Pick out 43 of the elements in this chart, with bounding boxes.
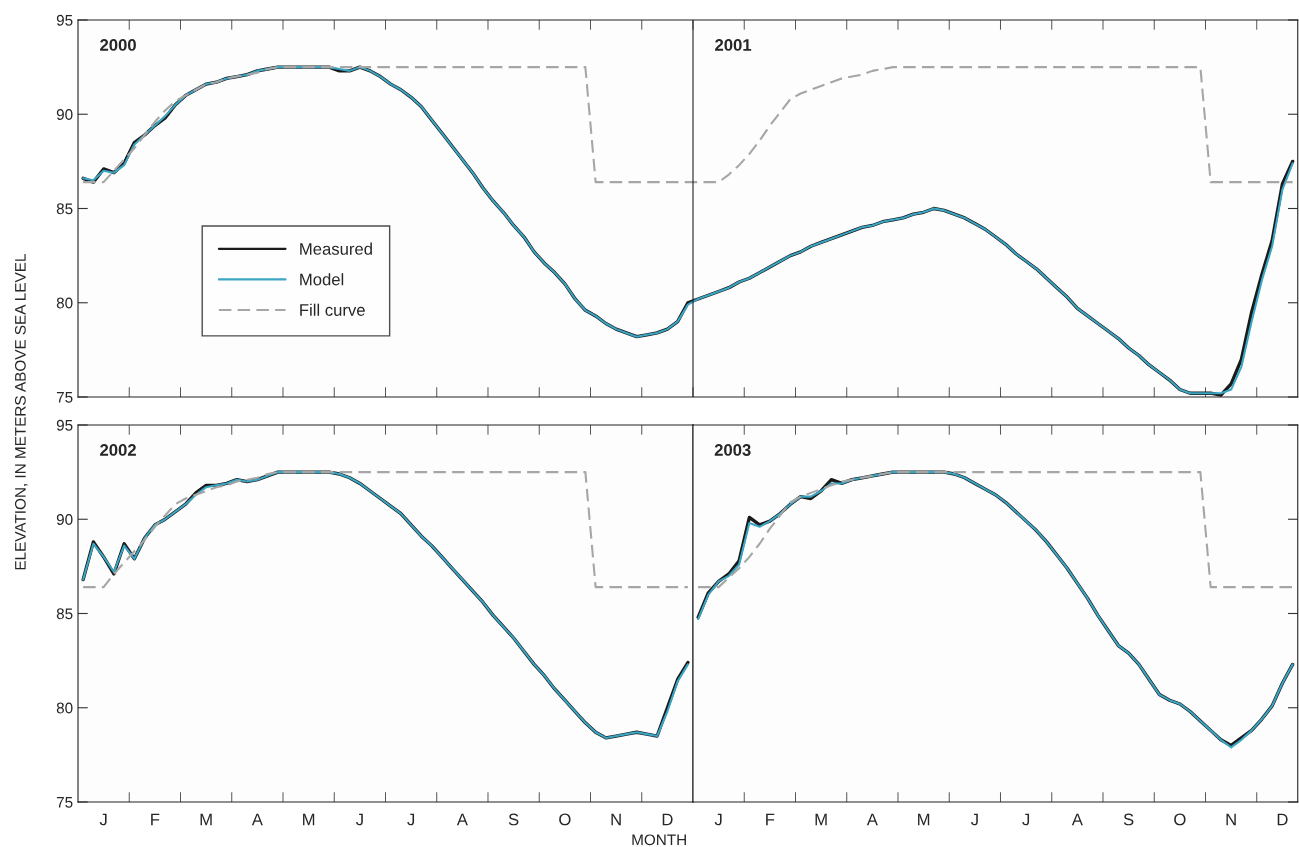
x-tick-label: N (611, 813, 621, 826)
x-tick-label: J (99, 813, 107, 826)
x-tick-label: M (200, 813, 212, 826)
annotation: 2000 (100, 39, 136, 51)
x-tick-label: M (815, 813, 827, 826)
x-tick-label: M (303, 813, 315, 826)
x-axis-title: MONTH (632, 834, 686, 846)
y-tick-label: 95 (56, 14, 73, 26)
y-tick-label: 75 (56, 797, 73, 808)
y-axis-title: ELEVATION, IN METERS ABOVE SEA LEVEL (14, 254, 28, 570)
annotation: 2003 (714, 444, 751, 456)
x-tick-label: O (559, 813, 571, 826)
x-tick-label: F (766, 813, 775, 826)
x-tick-label: S (508, 813, 519, 826)
legend-label: Model (300, 273, 344, 286)
y-tick-label: 80 (56, 702, 73, 714)
x-tick-label: N (1226, 813, 1236, 826)
y-tick-label: 90 (56, 514, 73, 525)
y-tick-label: 80 (56, 297, 73, 309)
annotation: 2001 (715, 39, 752, 51)
x-tick-label: S (1123, 813, 1134, 826)
x-tick-label: A (456, 813, 468, 826)
x-tick-label: D (662, 813, 673, 826)
x-tick-label: D (1277, 813, 1288, 826)
x-tick-label: J (714, 813, 722, 826)
x-tick-label: J (970, 813, 978, 826)
x-tick-label: A (1071, 813, 1083, 826)
x-tick-label: J (355, 813, 363, 826)
annotation: 2002 (100, 444, 136, 456)
x-tick-label: A (251, 813, 263, 826)
x-tick-label: J (1022, 813, 1030, 826)
legend-label: Measured (300, 242, 372, 255)
y-tick-label: 90 (56, 109, 73, 120)
x-tick-label: A (866, 813, 878, 826)
x-tick-label: F (151, 813, 160, 826)
x-tick-label: J (407, 813, 415, 826)
x-tick-label: O (1174, 813, 1186, 826)
y-tick-label: 85 (56, 608, 73, 620)
legend-label: Fill curve (300, 303, 365, 316)
y-tick-label: 95 (56, 419, 73, 431)
y-tick-label: 85 (56, 203, 73, 215)
y-tick-label: 75 (56, 392, 73, 403)
x-tick-label: M (918, 813, 930, 826)
